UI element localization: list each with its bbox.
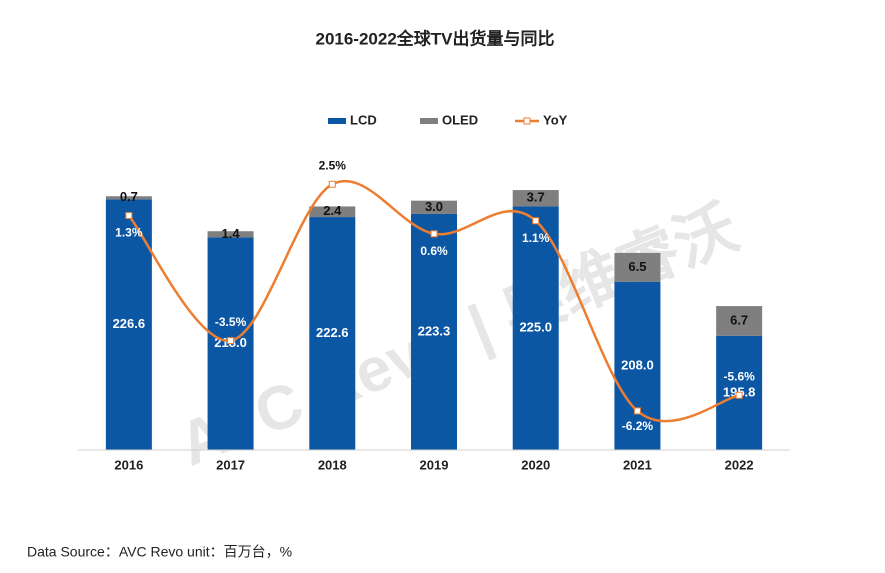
x-tick-label: 2017 [216, 457, 245, 472]
data-label: 222.6 [316, 325, 349, 340]
bar-segment [309, 206, 356, 218]
x-tick-label: 2018 [318, 457, 347, 472]
legend-swatch [328, 118, 346, 124]
data-label: 6.7 [730, 312, 748, 327]
data-label: -5.6% [723, 369, 755, 383]
data-label: -6.2% [622, 419, 654, 433]
x-tick-label: 2016 [114, 457, 143, 472]
data-label: 3.0 [425, 199, 443, 214]
chart-title: 2016-2022全球TV出货量与同比 [315, 28, 554, 48]
data-label: 226.6 [113, 316, 146, 331]
legend-label: YoY [543, 112, 568, 127]
legend-label: OLED [442, 112, 478, 127]
yoy-marker [633, 407, 641, 415]
data-label: 0.7 [120, 189, 138, 204]
data-label: 1.4 [222, 226, 241, 241]
bar-segment [411, 200, 457, 214]
x-tick-label: 2022 [725, 457, 754, 472]
x-tick-label: 2019 [420, 457, 449, 472]
data-label: 3.7 [527, 190, 545, 205]
bar-segment [512, 190, 559, 207]
legend-swatch [523, 117, 531, 125]
bar-segment [105, 196, 152, 200]
bar-segment [614, 252, 661, 282]
bar-segment [411, 213, 457, 450]
yoy-marker [125, 212, 133, 220]
legend-label: LCD [350, 112, 377, 127]
bar-segment [309, 217, 356, 450]
legend-swatch [420, 118, 438, 124]
data-label: 225.0 [519, 320, 552, 335]
x-tick-label: 2021 [623, 457, 652, 472]
yoy-marker [430, 230, 438, 238]
data-label: 2.4 [323, 203, 342, 218]
data-label: -3.5% [215, 315, 247, 329]
data-label: 223.3 [418, 323, 451, 338]
yoy-marker [735, 391, 743, 399]
x-tick-label: 2020 [521, 457, 550, 472]
data-label: 1.1% [522, 231, 550, 245]
data-label: 208.0 [621, 357, 654, 372]
yoy-marker [227, 337, 235, 345]
bar-segment [512, 206, 559, 450]
data-label: 2.5% [319, 158, 347, 172]
data-label: 6.5 [628, 259, 646, 274]
bar-segment [207, 231, 254, 238]
bar-segment [716, 306, 763, 336]
watermark: AVC Revo | 奥维睿沃 [170, 193, 748, 481]
data-label: 0.6% [420, 244, 448, 258]
data-label: 1.3% [115, 226, 143, 240]
source-note: Data Source：AVC Revo unit：百万台，% [27, 544, 292, 560]
bar-segment [614, 281, 661, 450]
yoy-marker [328, 180, 336, 188]
yoy-marker [532, 217, 540, 225]
